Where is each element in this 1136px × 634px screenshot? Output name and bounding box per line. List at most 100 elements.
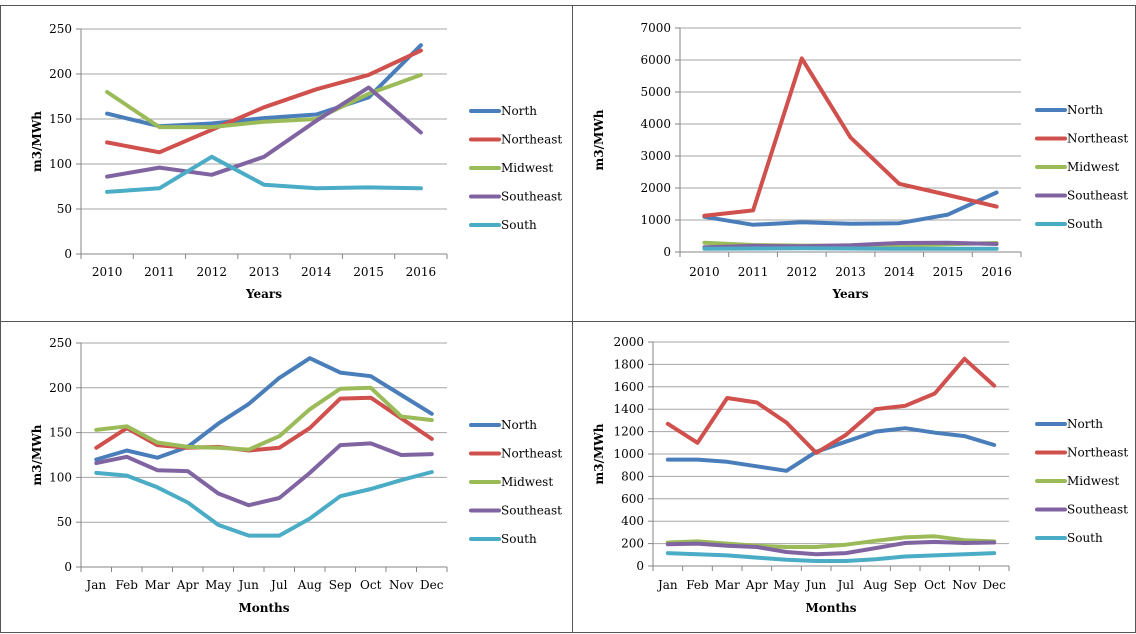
x-tick-label: Oct bbox=[924, 578, 946, 592]
chart-panel-monthly-avg: 0 50 100 150 200 250 Jan Feb Mar Apr May Jun Jul Aug S… bbox=[0, 321, 573, 633]
x-tick-label: May bbox=[205, 578, 231, 592]
x-tick-label: Aug bbox=[862, 578, 887, 592]
y-tick-label: 200 bbox=[621, 537, 644, 551]
series-line-southeast bbox=[702, 240, 999, 250]
y-tick-label: 800 bbox=[621, 469, 644, 483]
x-axis-title: Months bbox=[805, 601, 856, 615]
x-tick-label: 2014 bbox=[884, 265, 915, 279]
x-tick-label: 2015 bbox=[353, 265, 384, 279]
x-tick-label: 2011 bbox=[738, 265, 769, 279]
x-tick-label: Nov bbox=[952, 578, 977, 592]
legend-label-midwest: Midwest bbox=[1067, 474, 1119, 488]
y-tick-label: 250 bbox=[49, 22, 72, 36]
series-line-northeast bbox=[105, 48, 423, 155]
y-tick-label: 4000 bbox=[640, 117, 671, 131]
legend-label-southeast: Southeast bbox=[1067, 503, 1128, 517]
series-line-southeast bbox=[94, 441, 434, 508]
x-tick-label: 2016 bbox=[981, 265, 1012, 279]
x-tick-label: Jun bbox=[804, 578, 827, 592]
legend-label-south: South bbox=[1067, 531, 1103, 545]
x-tick-label: Dec bbox=[420, 578, 444, 592]
series-line-north bbox=[94, 356, 434, 462]
y-tick-label: 1600 bbox=[613, 380, 644, 394]
legend-label-northeast: Northeast bbox=[1067, 132, 1128, 146]
y-tick-label: 1000 bbox=[640, 213, 671, 227]
y-tick-label: 1400 bbox=[613, 402, 644, 416]
y-tick-label: 250 bbox=[49, 336, 72, 350]
line-chart-yearly-avg: 0 50 100 150 200 250 2010 2011 2012 2013 2014 2015 2… bbox=[30, 22, 562, 301]
y-tick-label: 200 bbox=[49, 381, 72, 395]
x-axis-title: Months bbox=[238, 601, 289, 615]
series-line-southeast bbox=[665, 539, 997, 557]
x-tick-label: May bbox=[773, 578, 799, 592]
line-chart-monthly-avg: 0 50 100 150 200 250 Jan Feb Mar Apr May Jun Jul Aug S… bbox=[30, 336, 562, 615]
series-line-northeast bbox=[94, 395, 434, 453]
x-tick-label: 2013 bbox=[249, 265, 280, 279]
y-tick-label: 2000 bbox=[640, 181, 671, 195]
series-line-northeast bbox=[665, 356, 997, 455]
chart-panel-yearly-avg: 0 50 100 150 200 250 2010 2011 2012 2013 2014 2015 2… bbox=[0, 5, 573, 322]
chart-panel-monthly-max: 0 200 400 600 800 1000 1200 1400 1600 1800 2000 Jan… bbox=[572, 321, 1136, 633]
legend-label-south: South bbox=[501, 218, 537, 232]
y-tick-label: 1800 bbox=[613, 357, 644, 371]
legend-label-northeast: Northeast bbox=[501, 133, 562, 147]
y-tick-label: 100 bbox=[49, 157, 72, 171]
x-tick-label: Aug bbox=[297, 578, 322, 592]
series-line-south bbox=[702, 246, 999, 251]
x-tick-label: 2015 bbox=[933, 265, 964, 279]
legend-label-midwest: Midwest bbox=[501, 475, 553, 489]
y-tick-label: 600 bbox=[621, 492, 644, 506]
x-tick-label: Apr bbox=[745, 578, 768, 592]
legend-label-southeast: Southeast bbox=[501, 504, 562, 518]
y-axis-title: m3/MWh bbox=[592, 109, 606, 170]
legend-label-south: South bbox=[501, 532, 537, 546]
x-tick-label: 2010 bbox=[689, 265, 720, 279]
y-tick-label: 2000 bbox=[613, 335, 644, 349]
x-tick-label: 2010 bbox=[92, 265, 123, 279]
series-line-midwest bbox=[94, 385, 434, 452]
x-tick-label: Oct bbox=[360, 578, 382, 592]
y-tick-label: 0 bbox=[64, 560, 72, 574]
legend-label-north: North bbox=[1067, 417, 1103, 431]
y-axis-title: m3/MWh bbox=[30, 424, 44, 485]
x-tick-label: Feb bbox=[686, 578, 709, 592]
y-tick-label: 0 bbox=[663, 245, 671, 259]
legend-label-north: North bbox=[501, 104, 537, 118]
x-tick-label: Jun bbox=[237, 578, 260, 592]
x-tick-label: Mar bbox=[715, 578, 740, 592]
series-line-south bbox=[94, 470, 434, 538]
y-tick-label: 1000 bbox=[613, 447, 644, 461]
x-tick-label: Sep bbox=[894, 578, 917, 592]
y-axis-title: m3/MWh bbox=[592, 423, 606, 484]
y-tick-label: 150 bbox=[49, 426, 72, 440]
x-tick-label: Mar bbox=[145, 578, 170, 592]
series-line-north bbox=[702, 190, 999, 227]
x-tick-label: Jul bbox=[836, 578, 855, 592]
legend-label-northeast: Northeast bbox=[1067, 446, 1128, 460]
x-tick-label: Jan bbox=[656, 578, 678, 592]
x-tick-label: 2012 bbox=[787, 265, 818, 279]
legend-label-south: South bbox=[1067, 217, 1103, 231]
y-tick-label: 6000 bbox=[640, 53, 671, 67]
line-chart-monthly-max: 0 200 400 600 800 1000 1200 1400 1600 1800 2000 Jan… bbox=[592, 335, 1128, 615]
x-tick-label: 2014 bbox=[301, 265, 332, 279]
y-tick-label: 400 bbox=[621, 514, 644, 528]
x-tick-label: Feb bbox=[116, 578, 139, 592]
x-tick-label: Jul bbox=[269, 578, 288, 592]
y-tick-label: 200 bbox=[49, 67, 72, 81]
legend-label-midwest: Midwest bbox=[1067, 160, 1119, 174]
series-line-north bbox=[665, 426, 997, 473]
x-tick-label: 2016 bbox=[406, 265, 437, 279]
y-axis-title: m3/MWh bbox=[30, 111, 44, 172]
legend-label-north: North bbox=[1067, 103, 1103, 117]
legend-label-north: North bbox=[501, 418, 537, 432]
y-tick-label: 5000 bbox=[640, 85, 671, 99]
x-tick-label: Dec bbox=[982, 578, 1006, 592]
x-tick-label: Sep bbox=[329, 578, 352, 592]
series-line-midwest bbox=[105, 72, 423, 130]
y-tick-label: 0 bbox=[636, 559, 644, 573]
x-tick-label: 2011 bbox=[144, 265, 175, 279]
y-tick-label: 0 bbox=[64, 247, 72, 261]
x-tick-label: Apr bbox=[176, 578, 199, 592]
